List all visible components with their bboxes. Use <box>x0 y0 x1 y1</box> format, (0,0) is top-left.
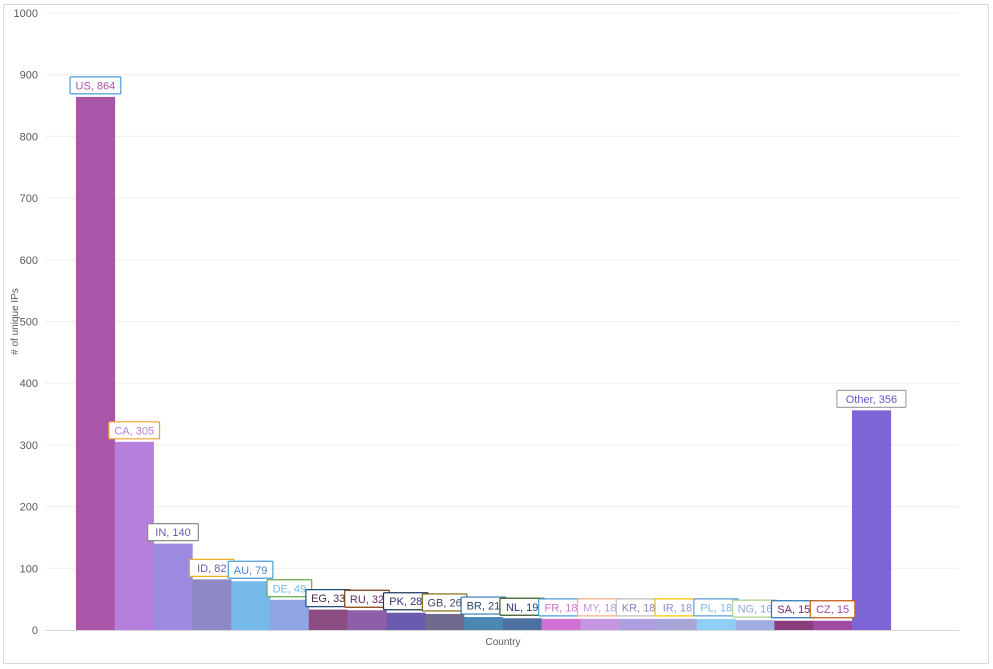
data-label-ng: NG, 16 <box>738 604 773 616</box>
y-tick-label: 800 <box>20 131 38 143</box>
bar-pk <box>386 612 426 630</box>
bar-ng <box>735 620 775 630</box>
y-tick-label: 300 <box>20 440 38 452</box>
y-tick-label: 500 <box>20 317 38 329</box>
chart-frame: 0 100 200 300 400 500 600 700 800 900 1000 US, 864… <box>3 4 989 664</box>
bar-pl <box>696 618 736 630</box>
data-label-box <box>108 421 161 440</box>
bar-de <box>270 599 310 630</box>
data-labels: US, 864 CA, 305 IN, 140 ID, 82 AU, 79 DE, 49 E… <box>69 76 907 619</box>
bar-eg <box>308 609 348 630</box>
data-label-box <box>227 560 274 579</box>
data-label-gb: GB, 26 <box>427 597 461 609</box>
y-tick-label: 400 <box>20 378 38 390</box>
y-tick-label: 900 <box>20 70 38 82</box>
data-label-ru: RU, 32 <box>350 594 384 606</box>
data-label-kr: KR, 18 <box>622 602 656 614</box>
gridlines <box>45 12 959 569</box>
y-tick-label: 600 <box>20 255 38 267</box>
data-label-nl: NL, 19 <box>506 602 538 614</box>
bar-fr <box>541 618 581 630</box>
data-label-box <box>809 600 856 619</box>
y-tick-label: 0 <box>32 625 38 637</box>
y-tick-label: 100 <box>20 563 38 575</box>
data-label-box <box>836 389 907 408</box>
data-label-cz: CZ, 15 <box>816 604 849 616</box>
bar-cz <box>813 620 853 630</box>
y-tick-label: 1000 <box>14 8 38 20</box>
data-label-in: IN, 140 <box>155 527 190 539</box>
data-label-pk: PK, 28 <box>389 596 422 608</box>
data-label-br: BR, 21 <box>467 601 501 613</box>
data-label-box <box>147 523 199 542</box>
bar-id <box>192 579 232 630</box>
data-label-pl: PL, 18 <box>700 602 732 614</box>
data-label-other: Other, 356 <box>846 394 897 406</box>
bar-us <box>76 96 116 631</box>
bar-in <box>153 543 193 630</box>
y-axis-ticks: 0 100 200 300 400 500 600 700 800 900 1000 <box>14 8 38 637</box>
data-label-box <box>69 76 122 95</box>
data-label-us: US, 864 <box>76 80 116 92</box>
bar-gb <box>425 613 465 630</box>
bar-other <box>852 410 892 630</box>
bar-br <box>464 617 504 630</box>
bar-sa <box>774 620 814 630</box>
data-label-de: DE, 49 <box>273 583 307 595</box>
bars <box>76 96 892 631</box>
data-label-ir: IR, 18 <box>663 602 692 614</box>
bar-chart: 0 100 200 300 400 500 600 700 800 900 1000 US, 864… <box>10 8 959 648</box>
data-label-my: MY, 18 <box>583 602 616 614</box>
bar-au <box>231 581 271 630</box>
data-label-ca: CA, 305 <box>114 425 154 437</box>
y-tick-label: 200 <box>20 502 38 514</box>
data-label-box <box>266 579 313 598</box>
y-tick-label: 700 <box>20 193 38 205</box>
data-label-fr: FR, 18 <box>544 602 577 614</box>
bar-my <box>580 618 620 630</box>
data-label-eg: EG, 33 <box>311 593 345 605</box>
data-label-sa: SA, 15 <box>777 604 810 616</box>
bar-ru <box>347 610 387 630</box>
y-axis-title: # of unique IPs <box>10 288 21 355</box>
x-axis-title: Country <box>485 637 520 648</box>
data-label-id: ID, 82 <box>197 563 226 575</box>
bar-ir <box>658 618 698 630</box>
bar-kr <box>619 618 659 630</box>
data-label-au: AU, 79 <box>234 565 268 577</box>
bar-nl <box>502 618 542 630</box>
